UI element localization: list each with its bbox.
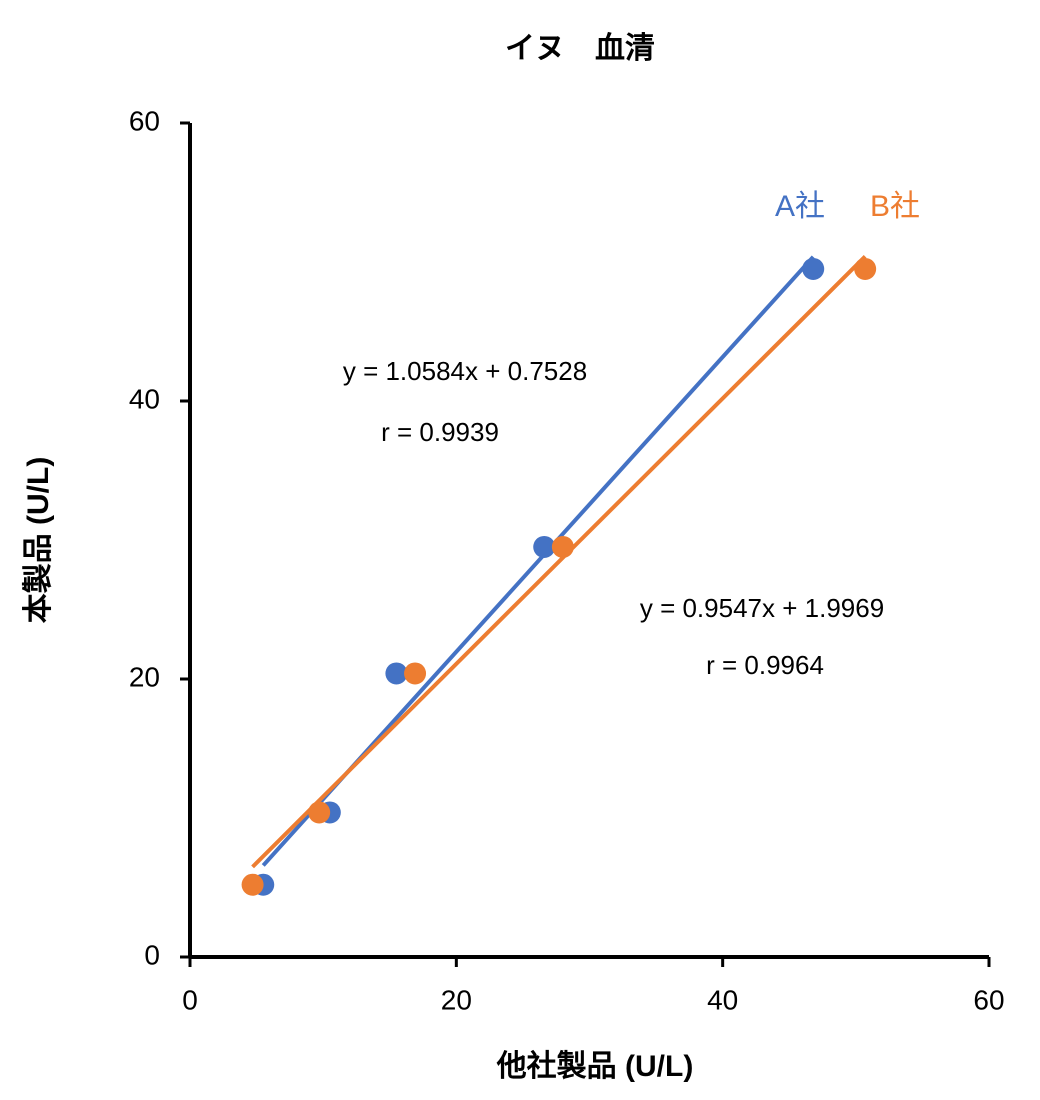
y-tick-label: 60 [129,105,160,136]
x-tick-label: 40 [707,984,738,1015]
annotation: y = 0.9547x + 1.9969 [640,593,884,623]
chart-title: イヌ 血清 [505,32,655,65]
y-tick-label: 20 [129,661,160,692]
series-label: A社 [775,190,825,223]
point [308,801,331,824]
y-tick-label: 0 [144,939,160,970]
annotation: y = 1.0584x + 0.7528 [343,356,587,386]
point [404,662,427,685]
y-tick-label: 40 [129,383,160,414]
point [385,662,408,685]
point [533,535,556,558]
series-label: B社 [870,190,920,223]
x-tick-label: 60 [973,984,1004,1015]
point [854,257,877,280]
annotation: r = 0.9964 [706,650,824,680]
x-tick-label: 0 [182,984,198,1015]
point [241,873,264,896]
point [551,535,574,558]
x-tick-label: 20 [441,984,472,1015]
trendline [251,255,867,869]
x-axis-label: 他社製品 (U/L) [496,1050,694,1083]
y-axis-label: 本製品 (U/L) [22,457,55,624]
annotation: r = 0.9939 [381,417,499,447]
point [802,257,825,280]
